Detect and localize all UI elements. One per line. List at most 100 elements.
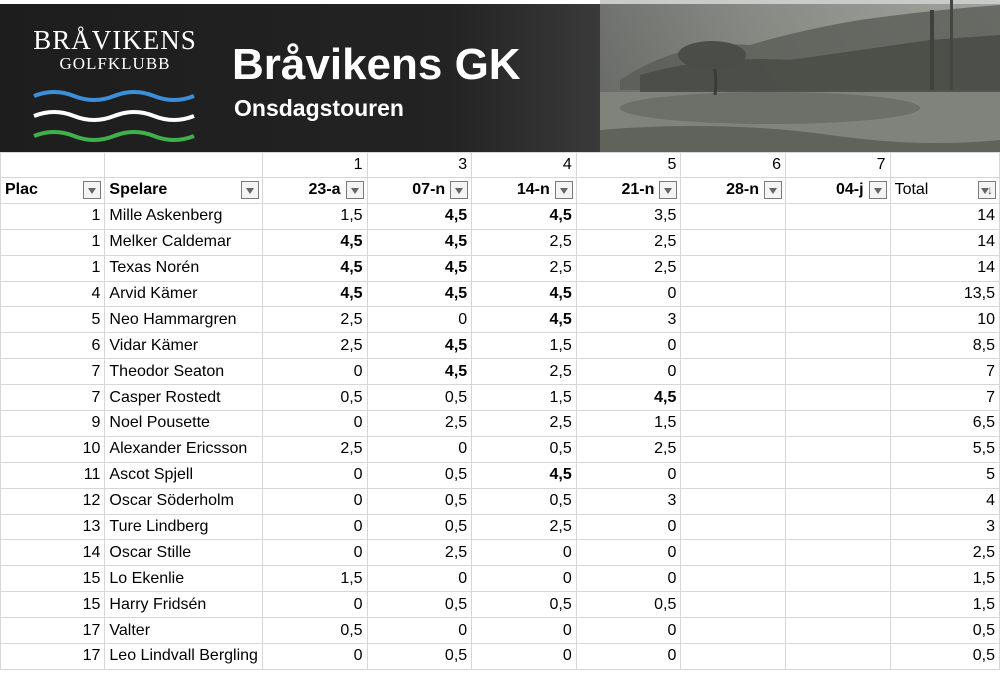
score-cell[interactable]: 0: [575, 461, 682, 489]
placement-cell[interactable]: 1: [0, 254, 106, 282]
placement-cell[interactable]: 15: [0, 591, 106, 619]
filter-dropdown-icon[interactable]: [868, 181, 887, 199]
score-cell[interactable]: 0,5: [575, 591, 682, 619]
placement-cell[interactable]: 5: [0, 306, 106, 334]
score-cell[interactable]: 0: [366, 617, 473, 645]
score-cell[interactable]: 0: [366, 306, 473, 334]
score-cell[interactable]: [785, 202, 891, 230]
score-cell[interactable]: [785, 617, 891, 645]
score-cell[interactable]: [785, 435, 891, 463]
total-cell[interactable]: 0,5: [889, 643, 1000, 670]
score-cell[interactable]: 0: [575, 617, 682, 645]
score-cell[interactable]: 2,5: [575, 254, 682, 282]
score-cell[interactable]: [785, 306, 891, 334]
score-cell[interactable]: [680, 591, 786, 619]
score-cell[interactable]: [785, 461, 891, 489]
score-cell[interactable]: [785, 539, 891, 567]
score-cell[interactable]: 0: [261, 461, 368, 489]
score-cell[interactable]: 4,5: [261, 280, 368, 308]
score-cell[interactable]: [680, 435, 786, 463]
score-cell[interactable]: 2,5: [366, 539, 473, 567]
player-name-cell[interactable]: Noel Pousette: [104, 410, 263, 437]
total-cell[interactable]: 7: [889, 384, 1000, 412]
score-cell[interactable]: 4,5: [366, 332, 473, 360]
score-cell[interactable]: 0,5: [366, 461, 473, 489]
round-number-cell[interactable]: 7: [785, 152, 891, 178]
score-cell[interactable]: [680, 487, 786, 515]
filter-dropdown-icon[interactable]: [345, 181, 364, 199]
score-cell[interactable]: 4,5: [366, 228, 473, 256]
score-cell[interactable]: [785, 254, 891, 282]
score-cell[interactable]: 0: [575, 643, 682, 670]
score-cell[interactable]: 4,5: [471, 461, 577, 489]
placement-cell[interactable]: 17: [0, 643, 106, 670]
score-cell[interactable]: 0: [471, 565, 577, 593]
score-cell[interactable]: 0: [366, 435, 473, 463]
score-cell[interactable]: 3: [575, 306, 682, 334]
score-cell[interactable]: [680, 410, 786, 437]
header-round-3[interactable]: 07-n: [366, 177, 473, 204]
score-cell[interactable]: [680, 539, 786, 567]
score-cell[interactable]: 4,5: [366, 280, 473, 308]
placement-cell[interactable]: 10: [0, 435, 106, 463]
placement-cell[interactable]: 14: [0, 539, 106, 567]
score-cell[interactable]: [785, 384, 891, 412]
score-cell[interactable]: 4,5: [575, 384, 682, 412]
total-cell[interactable]: 14: [889, 202, 1000, 230]
player-name-cell[interactable]: Valter: [104, 617, 263, 645]
score-cell[interactable]: 2,5: [471, 254, 577, 282]
score-cell[interactable]: 0: [575, 513, 682, 541]
header-round-4[interactable]: 14-n: [471, 177, 577, 204]
score-cell[interactable]: 3: [575, 487, 682, 515]
score-cell[interactable]: 0: [471, 643, 577, 670]
filter-dropdown-icon[interactable]: [659, 181, 678, 199]
score-cell[interactable]: 0,5: [471, 487, 577, 515]
score-cell[interactable]: [785, 358, 891, 386]
player-name-cell[interactable]: Melker Caldemar: [104, 228, 263, 256]
score-cell[interactable]: [785, 591, 891, 619]
header-round-5[interactable]: 21-n: [575, 177, 682, 204]
score-cell[interactable]: [680, 461, 786, 489]
score-cell[interactable]: 0: [366, 565, 473, 593]
score-cell[interactable]: 0: [261, 410, 368, 437]
score-cell[interactable]: 0: [471, 617, 577, 645]
placement-cell[interactable]: 9: [0, 410, 106, 437]
score-cell[interactable]: 2,5: [575, 228, 682, 256]
round-number-cell[interactable]: 3: [366, 152, 473, 178]
score-cell[interactable]: 2,5: [471, 513, 577, 541]
player-name-cell[interactable]: Oscar Söderholm: [104, 487, 263, 515]
total-cell[interactable]: 5,5: [889, 435, 1000, 463]
player-name-cell[interactable]: Leo Lindvall Bergling: [104, 643, 263, 670]
score-cell[interactable]: 4,5: [261, 228, 368, 256]
player-name-cell[interactable]: Arvid Kämer: [104, 280, 263, 308]
score-cell[interactable]: [680, 228, 786, 256]
score-cell[interactable]: 2,5: [261, 306, 368, 334]
score-cell[interactable]: 0: [575, 332, 682, 360]
filter-dropdown-icon[interactable]: [764, 181, 782, 199]
score-cell[interactable]: [680, 254, 786, 282]
total-cell[interactable]: 4: [889, 487, 1000, 515]
total-cell[interactable]: 13,5: [889, 280, 1000, 308]
score-cell[interactable]: [785, 513, 891, 541]
header-round-1[interactable]: 23-a: [261, 177, 368, 204]
score-cell[interactable]: [680, 643, 786, 670]
round-number-cell[interactable]: 4: [471, 152, 577, 178]
placement-cell[interactable]: 13: [0, 513, 106, 541]
score-cell[interactable]: [680, 358, 786, 386]
score-cell[interactable]: [680, 384, 786, 412]
round-number-cell[interactable]: [104, 152, 263, 178]
score-cell[interactable]: 0: [575, 565, 682, 593]
placement-cell[interactable]: 17: [0, 617, 106, 645]
score-cell[interactable]: [785, 643, 891, 670]
round-number-cell[interactable]: 5: [575, 152, 682, 178]
header-total[interactable]: Total ↓: [889, 177, 1000, 204]
filter-dropdown-icon[interactable]: [554, 181, 573, 199]
total-cell[interactable]: 5: [889, 461, 1000, 489]
score-cell[interactable]: 4,5: [261, 254, 368, 282]
total-cell[interactable]: 3: [889, 513, 1000, 541]
score-cell[interactable]: 3,5: [575, 202, 682, 230]
score-cell[interactable]: [785, 280, 891, 308]
total-cell[interactable]: 0,5: [889, 617, 1000, 645]
score-cell[interactable]: 0: [471, 539, 577, 567]
score-cell[interactable]: [680, 565, 786, 593]
